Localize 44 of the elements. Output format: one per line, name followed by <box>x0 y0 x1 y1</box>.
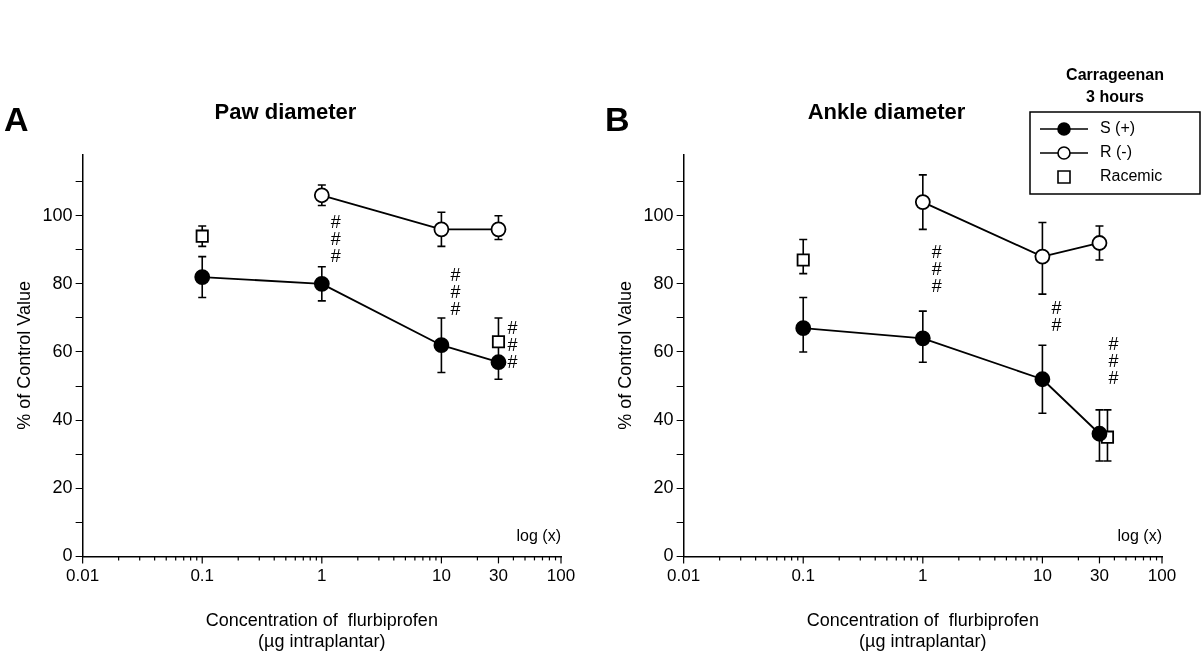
y-tick-label: 80 <box>653 272 674 293</box>
y-tick-label: 100 <box>643 204 674 225</box>
annotation: ### <box>507 317 518 372</box>
y-axis-title: % of Control Value <box>614 281 635 430</box>
y-tick-label: 0 <box>62 545 73 566</box>
annotation: log (x) <box>1117 526 1162 544</box>
annotation: # ## <box>1108 334 1119 389</box>
y-tick-label: 20 <box>653 477 674 498</box>
x-tick-label: 30 <box>1090 566 1109 586</box>
chart-title: Ankle diameter <box>807 99 966 125</box>
x-tick-label: 1 <box>317 566 327 586</box>
annotation: ### <box>450 264 461 319</box>
legend-label: R (-) <box>1100 143 1132 161</box>
text: B <box>605 99 630 138</box>
y-tick-label: 20 <box>52 477 73 498</box>
x-tick-label: 0.01 <box>66 566 100 586</box>
x-tick-label: 100 <box>1147 566 1177 586</box>
x-axis-title: Concentration of flurbiprofen (µg intraplantar) <box>205 609 438 652</box>
annotation: ## <box>1051 298 1062 336</box>
y-tick-label: 40 <box>653 409 674 430</box>
y-tick-label: 100 <box>42 204 73 225</box>
x-axis-title: Concentration of flurbiprofen (µg intraplantar) <box>806 609 1039 652</box>
x-tick-label: 0.1 <box>791 566 816 586</box>
x-tick-label: 10 <box>1032 566 1052 586</box>
annotation: log (x) <box>516 526 561 544</box>
annotation: ### <box>931 242 942 297</box>
x-tick-label: 100 <box>546 566 576 586</box>
legend-title: Carrageenan 3 hours <box>1066 66 1164 106</box>
x-tick-label: 0.1 <box>190 566 215 586</box>
y-axis-title: % of Control Value <box>13 281 34 430</box>
legend-label: S (+) <box>1100 119 1136 137</box>
y-tick-label: 80 <box>52 272 73 293</box>
x-tick-label: 30 <box>489 566 508 586</box>
x-tick-label: 1 <box>918 566 928 586</box>
chart-title: Paw diameter <box>214 99 357 125</box>
annotation: ### <box>330 211 341 266</box>
y-tick-label: 40 <box>52 409 73 430</box>
y-tick-label: 60 <box>653 340 674 361</box>
y-tick-label: 60 <box>52 340 73 361</box>
text: A <box>4 99 29 138</box>
x-tick-label: 0.01 <box>667 566 701 586</box>
y-tick-label: 0 <box>663 545 674 566</box>
legend-label: Racemic <box>1100 167 1163 185</box>
x-tick-label: 10 <box>431 566 451 586</box>
